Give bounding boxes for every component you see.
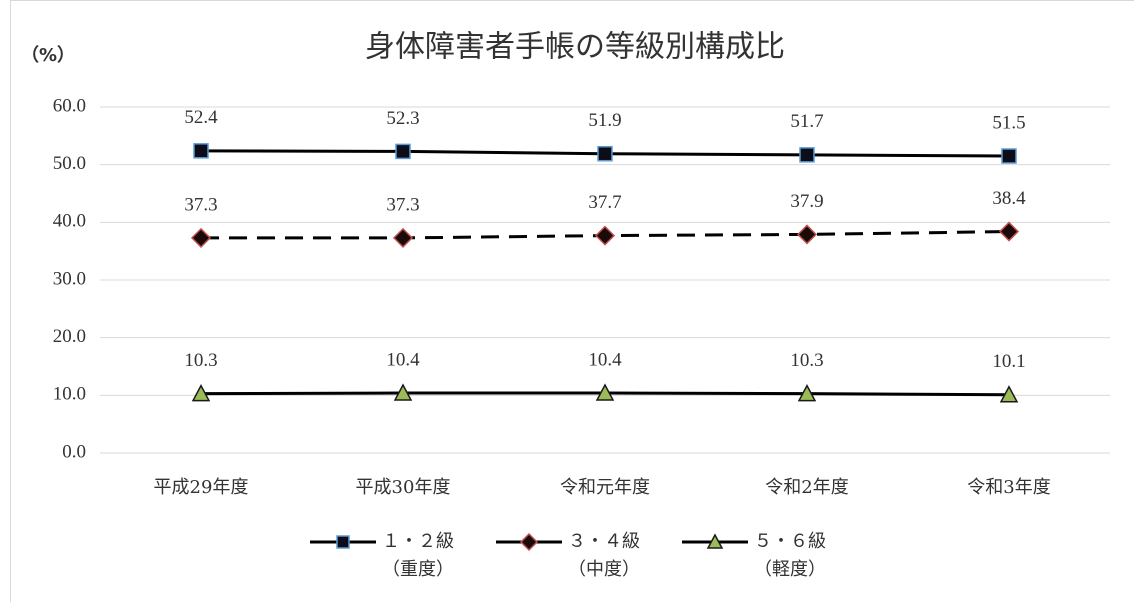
data-label: 37.7 xyxy=(588,192,621,213)
marker xyxy=(336,535,350,549)
legend-item: ３・４級 （中度） xyxy=(494,528,640,584)
x-tick-label: 平成30年度 xyxy=(356,477,451,498)
legend-item: ５・６級 （軽度） xyxy=(680,528,826,584)
marker xyxy=(1001,148,1017,164)
chart-title: 身体障害者手帳の等級別構成比 xyxy=(365,30,785,65)
marker xyxy=(190,227,212,248)
chart-frame xyxy=(10,0,1134,602)
data-label: 51.9 xyxy=(588,110,621,131)
data-label: 37.3 xyxy=(386,194,419,215)
legend-swatch xyxy=(310,535,376,549)
marker xyxy=(519,532,539,552)
x-tick-label: 平成29年度 xyxy=(154,477,249,498)
legend-label: ５・６級 （軽度） xyxy=(754,531,826,580)
x-tick-label: 令和2年度 xyxy=(765,477,848,498)
data-label: 10.3 xyxy=(790,350,823,371)
data-label: 10.3 xyxy=(184,350,217,371)
data-label: 10.4 xyxy=(386,349,420,370)
y-tick-label: 30.0 xyxy=(53,268,86,289)
y-tick-label: 50.0 xyxy=(53,153,86,174)
marker xyxy=(706,533,724,549)
y-tick-label: 20.0 xyxy=(53,326,86,347)
x-tick-label: 令和3年度 xyxy=(967,477,1050,498)
marker xyxy=(797,384,817,402)
data-label: 37.9 xyxy=(790,191,823,212)
marker xyxy=(191,384,211,402)
marker xyxy=(393,383,413,401)
marker xyxy=(193,143,209,159)
data-label: 10.1 xyxy=(992,351,1025,372)
y-tick-label: 0.0 xyxy=(62,441,86,462)
marker xyxy=(594,225,616,246)
data-label: 37.3 xyxy=(184,194,217,215)
x-tick-label: 令和元年度 xyxy=(560,477,650,498)
y-tick-label: 60.0 xyxy=(53,95,86,116)
y-axis-label: （%） xyxy=(21,45,75,66)
marker xyxy=(595,383,615,401)
data-label: 52.3 xyxy=(386,108,419,129)
marker xyxy=(799,147,815,163)
data-label: 51.5 xyxy=(992,112,1025,133)
marker xyxy=(597,145,613,162)
data-label: 52.4 xyxy=(184,107,218,128)
y-tick-label: 10.0 xyxy=(53,384,86,405)
marker xyxy=(796,224,818,245)
data-label: 10.4 xyxy=(588,349,622,370)
legend: １・２級 （重度） ３・４級 （中度） ５・６級 （軽度） xyxy=(0,528,1134,584)
marker xyxy=(392,227,414,248)
legend-label: ３・４級 （中度） xyxy=(568,531,640,580)
legend-swatch xyxy=(682,533,748,549)
legend-swatch xyxy=(496,532,562,552)
marker xyxy=(999,385,1019,403)
data-label: 38.4 xyxy=(992,188,1026,209)
legend-item: １・２級 （重度） xyxy=(308,528,454,584)
marker xyxy=(998,221,1020,242)
legend-label: １・２級 （重度） xyxy=(382,531,454,580)
y-tick-label: 40.0 xyxy=(53,211,86,232)
marker xyxy=(395,143,411,160)
data-label: 51.7 xyxy=(790,111,823,132)
